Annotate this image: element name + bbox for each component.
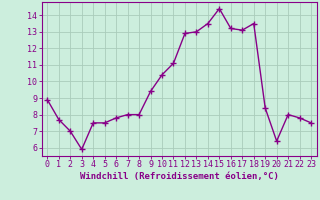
X-axis label: Windchill (Refroidissement éolien,°C): Windchill (Refroidissement éolien,°C) — [80, 172, 279, 181]
